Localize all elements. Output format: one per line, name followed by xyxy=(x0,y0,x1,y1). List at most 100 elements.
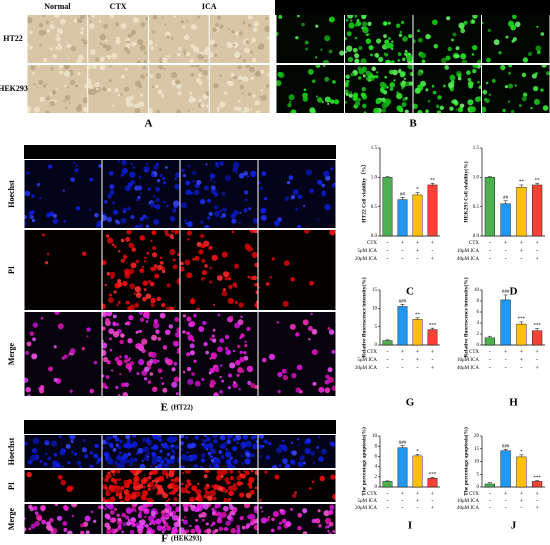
cell xyxy=(236,524,241,529)
cell xyxy=(190,73,195,77)
cell xyxy=(161,517,164,520)
cell xyxy=(40,316,44,320)
cell xyxy=(104,385,109,390)
cell xyxy=(135,481,140,486)
cell xyxy=(249,489,255,495)
panel-label: J xyxy=(511,520,517,532)
cell xyxy=(418,37,423,43)
cell xyxy=(124,46,129,52)
cell xyxy=(198,249,204,255)
cell xyxy=(166,525,172,531)
cell xyxy=(162,345,168,350)
y-tick-label: 0 xyxy=(375,343,378,348)
significance-label: * xyxy=(416,450,419,455)
cell xyxy=(384,52,389,57)
error-bar xyxy=(535,480,540,482)
cell xyxy=(397,59,400,62)
cell xyxy=(177,499,180,502)
cell xyxy=(249,513,256,521)
cell xyxy=(166,475,169,479)
micrograph xyxy=(180,160,258,228)
cell xyxy=(122,254,128,260)
cell xyxy=(59,18,66,25)
cell xyxy=(102,260,107,266)
cell xyxy=(246,175,250,178)
cell xyxy=(237,344,241,348)
cell xyxy=(213,192,219,197)
cell xyxy=(226,514,232,521)
cell xyxy=(242,435,249,440)
cell xyxy=(161,269,166,274)
cell xyxy=(59,449,66,456)
cell xyxy=(198,326,205,332)
bar xyxy=(484,177,495,237)
cell xyxy=(181,472,185,475)
cell xyxy=(309,280,314,286)
bar xyxy=(427,478,438,488)
cell xyxy=(58,435,63,439)
cell xyxy=(202,320,207,326)
cell xyxy=(70,79,76,85)
condition-name: CTX xyxy=(367,492,377,497)
cell xyxy=(459,103,465,109)
cell xyxy=(46,252,50,256)
cell xyxy=(180,465,185,468)
cell xyxy=(24,214,27,220)
cells xyxy=(102,504,180,534)
cell xyxy=(259,186,263,191)
cell xyxy=(381,97,386,103)
cell xyxy=(173,361,178,366)
condition-sign: + xyxy=(416,349,420,355)
cell xyxy=(84,84,88,89)
cell xyxy=(221,290,228,297)
cell xyxy=(167,55,170,58)
micrograph xyxy=(209,65,270,113)
cell xyxy=(171,504,177,507)
cell xyxy=(170,447,174,450)
cell xyxy=(265,83,270,88)
cells xyxy=(262,312,336,394)
cell xyxy=(142,280,148,286)
cell xyxy=(53,15,60,19)
cell xyxy=(122,453,129,459)
cell xyxy=(174,444,179,450)
cell xyxy=(358,46,363,51)
cell xyxy=(507,100,511,103)
cell xyxy=(37,65,41,67)
cell xyxy=(210,448,217,454)
cell xyxy=(147,515,155,522)
cell xyxy=(115,36,121,42)
cell xyxy=(289,507,293,511)
cell xyxy=(224,277,228,281)
cell xyxy=(216,470,223,476)
cell xyxy=(148,522,152,526)
y-tick-label: 1.5 xyxy=(473,146,480,151)
condition-name: 10μM ICA xyxy=(457,249,479,254)
condition-name: 5μM ICA xyxy=(358,358,378,363)
cell xyxy=(193,189,200,196)
cell xyxy=(209,39,216,45)
cell xyxy=(60,465,65,468)
condition-sign: + xyxy=(504,491,508,497)
condition-sign: + xyxy=(431,491,435,497)
cell xyxy=(350,72,355,77)
cell xyxy=(141,437,147,443)
cell xyxy=(374,52,380,58)
cells xyxy=(258,230,336,307)
cell xyxy=(345,101,347,104)
cell xyxy=(82,106,88,112)
cell xyxy=(361,60,365,63)
cell xyxy=(136,491,141,496)
panel-label: C xyxy=(406,286,414,298)
error-bar xyxy=(519,454,524,457)
cell xyxy=(124,185,131,192)
cell xyxy=(174,230,179,235)
cell xyxy=(172,481,176,485)
cell xyxy=(85,530,90,534)
cell xyxy=(70,177,75,182)
cell xyxy=(55,36,61,42)
cell xyxy=(196,241,202,247)
cell xyxy=(392,69,398,76)
cell xyxy=(317,179,323,185)
cell xyxy=(231,446,238,452)
